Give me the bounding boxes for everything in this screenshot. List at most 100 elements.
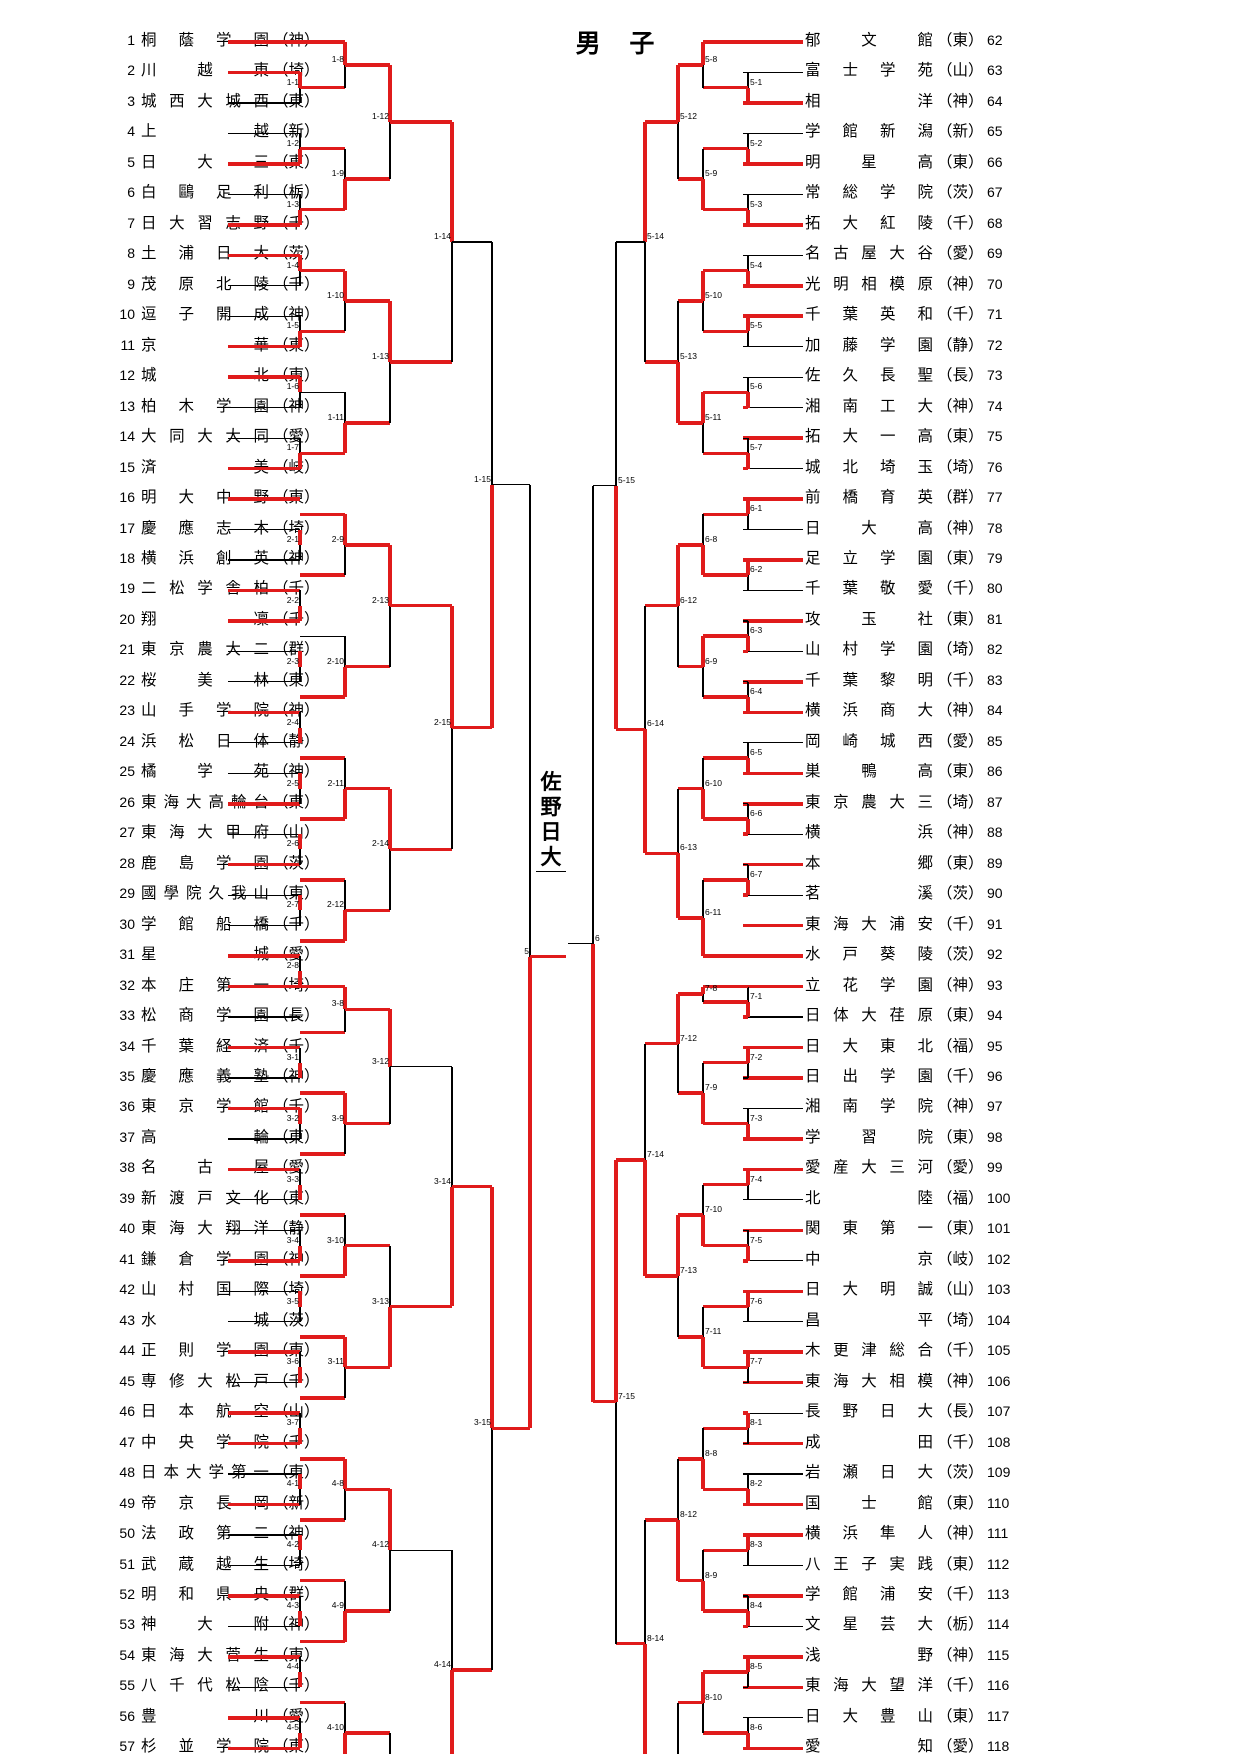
match-number-label: 5-13 (680, 350, 698, 361)
winner-line (746, 1047, 750, 1063)
winner-line (228, 253, 300, 258)
winner-line (743, 771, 748, 776)
team-seed-number: 6 (127, 184, 135, 201)
bracket-line (299, 1489, 301, 1505)
team-seed-number: 50 (119, 1525, 135, 1542)
team-seed-number: 11 (120, 336, 135, 353)
bracket-line (228, 315, 300, 317)
bracket-line (702, 422, 704, 454)
team-prefecture: （千） (937, 1432, 984, 1451)
team-name: 日大三 (141, 152, 269, 171)
match-number-label: 3-6 (286, 1356, 299, 1367)
winner-line (743, 1045, 803, 1050)
bracket-line (228, 925, 300, 927)
winner-line (298, 255, 302, 271)
winner-line (343, 788, 347, 819)
team-seed-number: 91 (987, 915, 1003, 932)
winner-line (643, 1643, 647, 1754)
team-name: 日大習志野 (141, 213, 269, 232)
match-number-label: 7-6 (750, 1295, 763, 1306)
winner-line (228, 70, 300, 75)
match-number-label: 7-10 (705, 1204, 723, 1215)
winner-line (298, 605, 302, 621)
match-number-label: 8-10 (705, 1691, 723, 1702)
winner-line (703, 817, 748, 821)
bracket-line (593, 485, 616, 487)
bracket-line (299, 392, 301, 408)
winner-line (228, 466, 300, 471)
winner-line (228, 1716, 300, 1720)
team-prefecture: （愛） (937, 1158, 984, 1177)
winner-line (743, 436, 803, 440)
team-name: 武蔵越生 (141, 1554, 269, 1573)
bracket-line (743, 1260, 803, 1262)
team-seed-number: 12 (119, 367, 135, 384)
bracket-line (299, 1550, 301, 1566)
team-seed-number: 8 (127, 245, 135, 262)
winner-line (298, 1184, 302, 1200)
team-name: 岩瀬日大 (805, 1463, 933, 1482)
winner-line (743, 1076, 803, 1080)
match-number-label: 7-14 (647, 1148, 665, 1159)
winner-line (343, 422, 347, 454)
team-name: 新渡戸文化 (141, 1188, 269, 1207)
team-prefecture: （埼） (937, 457, 984, 476)
winner-line (746, 818, 750, 835)
match-number-label: 2-5 (286, 777, 299, 788)
bracket-line (743, 407, 803, 409)
bracket-line (299, 544, 301, 560)
team-prefecture: （神） (273, 1066, 320, 1085)
team-seed-number: 17 (119, 519, 135, 536)
winner-line (345, 1007, 390, 1012)
bracket-line (491, 1428, 493, 1671)
team-name: 加藤学園 (805, 335, 933, 354)
team-name: 攻玉社 (805, 609, 933, 628)
winner-line (701, 1336, 705, 1368)
winner-line (591, 943, 595, 1402)
match-number-label: 4-14 (433, 1659, 451, 1670)
bracket-line (743, 71, 748, 74)
team-prefecture: （神） (937, 975, 984, 994)
bracket-line (747, 255, 749, 271)
bracket-line (299, 1413, 301, 1429)
team-seed-number: 99 (987, 1159, 1003, 1176)
bracket-line (344, 1215, 346, 1246)
winner-line (298, 1611, 302, 1627)
winner-line (743, 1502, 803, 1507)
team-name: 東海大甲府 (141, 823, 269, 842)
team-seed-number: 19 (119, 580, 135, 597)
winner-line (300, 1639, 345, 1644)
team-seed-number: 93 (987, 976, 1003, 993)
winner-line (343, 514, 347, 545)
team-name: 済美 (141, 457, 269, 476)
match-number-label: 8-14 (647, 1632, 665, 1643)
team-name: 桜美林 (141, 670, 269, 689)
bracket-line (299, 1306, 301, 1322)
team-prefecture: （神） (937, 823, 984, 842)
team-prefecture: （東） (937, 1127, 984, 1146)
match-number-label: 1-11 (327, 411, 344, 422)
winner-line (492, 1426, 530, 1431)
bracket-line (743, 467, 803, 470)
team-name: 日本航空 (141, 1402, 269, 1421)
winner-line (298, 1062, 302, 1078)
winner-line (701, 179, 705, 210)
team-seed-number: 117 (987, 1707, 1010, 1724)
winner-line (743, 497, 748, 501)
bracket-line (616, 241, 645, 243)
winner-line (300, 1152, 345, 1156)
match-number-label: 1-6 (286, 381, 299, 392)
team-seed-number: 16 (119, 489, 135, 506)
winner-line (743, 223, 803, 227)
winner-line (743, 1259, 748, 1263)
winner-line (228, 1167, 300, 1172)
winner-line (743, 1167, 803, 1172)
team-name: 土浦日大 (141, 244, 269, 263)
bracket-line (299, 1656, 301, 1673)
winner-line (743, 314, 803, 318)
team-prefecture: （埼） (273, 518, 320, 537)
match-number-label: 8-9 (705, 1569, 718, 1580)
bracket-line (228, 681, 300, 683)
match-number-label: 6-13 (680, 842, 698, 853)
team-name: 学館浦安 (805, 1584, 933, 1603)
